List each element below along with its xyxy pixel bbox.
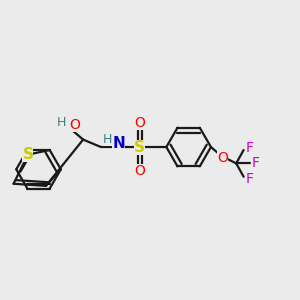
Text: S: S: [134, 140, 145, 154]
Text: S: S: [22, 147, 33, 162]
Text: O: O: [218, 151, 228, 165]
Text: H: H: [57, 116, 66, 129]
Text: F: F: [246, 141, 254, 155]
Text: F: F: [252, 156, 260, 170]
Text: O: O: [134, 116, 145, 130]
Text: N: N: [112, 136, 125, 151]
Text: O: O: [134, 164, 145, 178]
Text: H: H: [103, 134, 112, 146]
Text: O: O: [69, 118, 80, 132]
Text: F: F: [246, 172, 254, 185]
